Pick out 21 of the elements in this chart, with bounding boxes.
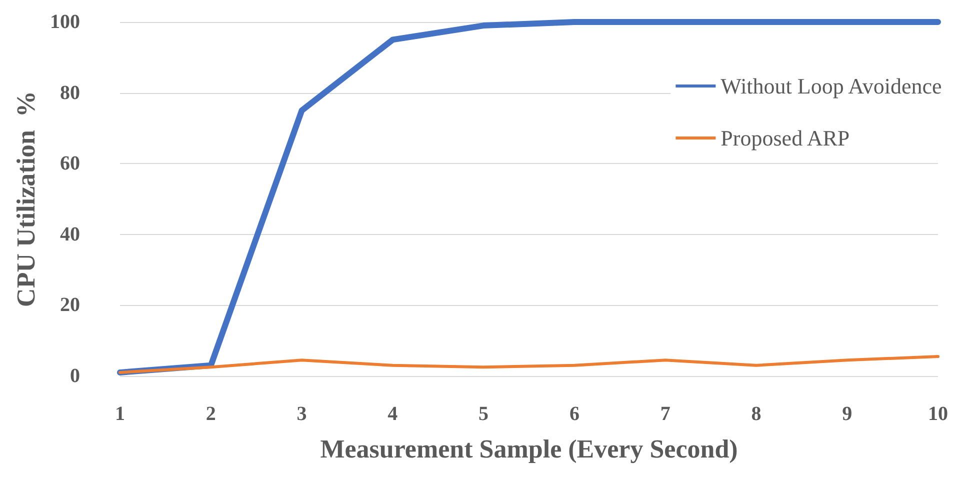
x-tick-label: 9	[842, 403, 852, 425]
x-tick-label: 5	[478, 403, 489, 425]
x-tick-label: 2	[206, 403, 216, 425]
x-tick-label: 8	[751, 403, 762, 425]
y-tick-label: 20	[60, 294, 80, 316]
x-tick-label: 3	[296, 403, 307, 425]
line-series	[118, 355, 940, 374]
legend-label: Proposed ARP	[720, 126, 850, 150]
y-tick-label: 80	[60, 82, 80, 104]
legend-label: Without Loop Avoidence	[720, 74, 942, 98]
x-tick-label: 10	[928, 403, 948, 425]
x-tick-label: 7	[660, 403, 670, 425]
x-axis-title: Measurement Sample (Every Second)	[320, 434, 738, 464]
y-tick-label: 0	[70, 365, 80, 387]
y-tick-label: 40	[60, 223, 80, 246]
x-tick-label: 4	[388, 403, 398, 425]
y-tick-label: 60	[60, 152, 80, 175]
x-tick-label: 6	[569, 403, 580, 425]
y-axis-title: CPU Utilization %	[12, 91, 41, 307]
x-tick-label: 1	[115, 403, 125, 425]
y-tick-label: 100	[50, 11, 80, 33]
